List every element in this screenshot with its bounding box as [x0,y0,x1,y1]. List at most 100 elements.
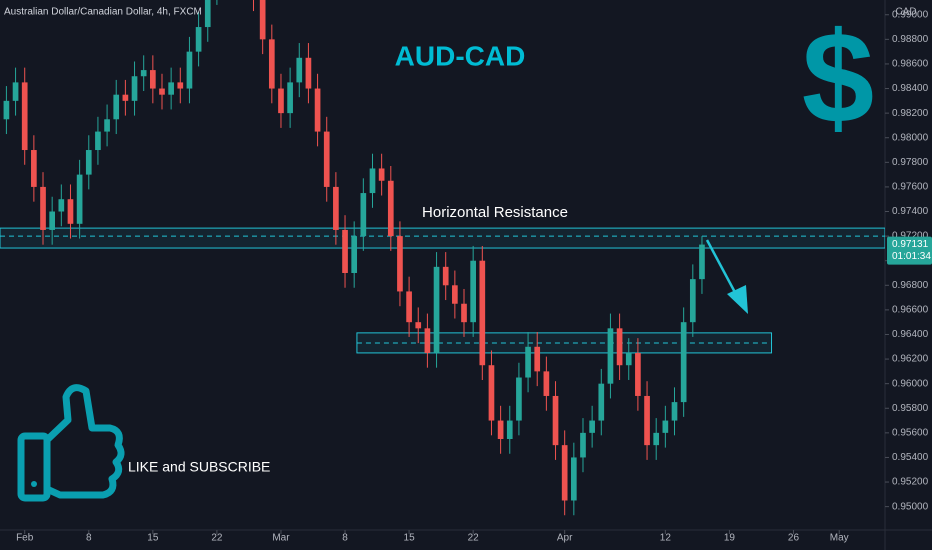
zone-label: Horizontal Resistance [422,204,568,221]
y-tick-label: 0.96800 [892,280,929,291]
candle-body [168,82,174,95]
y-tick-label: 0.95000 [892,501,929,512]
candle-body [433,266,440,353]
x-tick-label: 12 [660,533,672,544]
candle-body [671,402,678,421]
candle-body [113,94,120,120]
candle-body [76,174,83,224]
y-tick-label: 0.96400 [892,329,929,340]
candle-body [268,39,275,89]
candle-body [67,199,74,224]
y-tick-label: 0.96200 [892,354,929,365]
y-tick-label: 0.97600 [892,182,929,193]
candle-body [287,82,293,114]
candle-body [204,0,211,28]
candle-body [122,94,129,101]
candle-body [49,211,56,230]
x-tick-label: Mar [272,533,290,544]
currency-label: CAD [895,7,916,18]
candle-body [259,0,266,40]
candle-body [580,432,586,458]
x-tick-label: 26 [788,533,800,544]
candle-body [333,186,339,230]
candle-body [625,352,632,366]
candle-body [40,186,46,230]
candle-body [406,291,412,323]
plot-area [0,0,885,516]
price-tag-countdown: 01:01:34 [892,251,931,262]
candle-body [470,260,476,323]
candle-body [506,420,513,440]
candle-body [58,199,65,212]
x-tick-label: 8 [342,533,348,544]
x-tick-label: May [830,533,849,544]
y-tick-label: 0.97200 [892,231,929,242]
candle-body [314,88,321,132]
candle-body [31,150,37,187]
candle-body [397,236,403,292]
arrow-shaft [705,239,740,299]
candle-body [3,100,10,120]
candle-body [607,328,614,384]
candle-body [131,76,138,101]
arrow-head [727,285,748,314]
y-tick-label: 0.98600 [892,59,929,70]
x-tick-label: 15 [404,533,416,544]
price-tag-value: 0.97131 [892,239,929,250]
candle-body [479,260,486,366]
candle-body [140,70,147,77]
candle-body [589,420,595,433]
candle-body [378,168,385,181]
y-tick-label: 0.97400 [892,206,929,217]
candle-body [369,168,376,194]
y-tick-label: 0.99000 [892,9,929,20]
candle-body [616,328,623,366]
candle-body [680,322,687,403]
x-tick-label: 22 [211,533,223,544]
candle-body [12,82,19,101]
candle-body [305,57,312,89]
thumb-hand [43,384,125,499]
heading: AUD-CAD [395,40,526,71]
candle-body [387,180,394,237]
candle-body [598,383,605,421]
candle-body [186,51,193,89]
y-tick-label: 0.98200 [892,108,929,119]
candle-body [561,445,568,501]
candle-body [159,88,165,95]
candle-body [488,365,495,421]
candle-body [534,346,541,372]
price-tag [887,236,932,265]
candle-body [21,82,28,151]
candle-body [342,229,348,273]
candle-body [543,371,550,396]
y-tick-label: 0.95200 [892,477,929,488]
zone [0,227,885,249]
candle-body [552,395,559,446]
thumbs-up-icon [17,384,125,502]
y-tick-label: 0.97800 [892,157,929,168]
candle-body [461,303,467,323]
x-tick-label: Feb [16,533,34,544]
x-tick-label: 22 [468,533,480,544]
candle-body [699,244,705,280]
y-tick-label: 0.96600 [892,305,929,316]
y-tick-label: 0.98400 [892,83,929,94]
candle-body [442,266,449,286]
candle-body [150,70,156,89]
candle-body [351,236,358,273]
candle-body [653,432,660,446]
chart-title: Australian Dollar/Canadian Dollar, 4h, F… [4,7,202,18]
x-tick-label: 8 [86,533,92,544]
y-tick-label: 0.98000 [892,132,929,143]
candle-body [525,346,531,378]
y-tick-label: 0.96000 [892,378,929,389]
candle-body [644,395,650,446]
candle-body [323,131,330,187]
y-tick-label: 0.95600 [892,427,929,438]
candle-body [516,377,522,421]
x-tick-label: 15 [147,533,159,544]
thumb-dot [31,481,37,487]
